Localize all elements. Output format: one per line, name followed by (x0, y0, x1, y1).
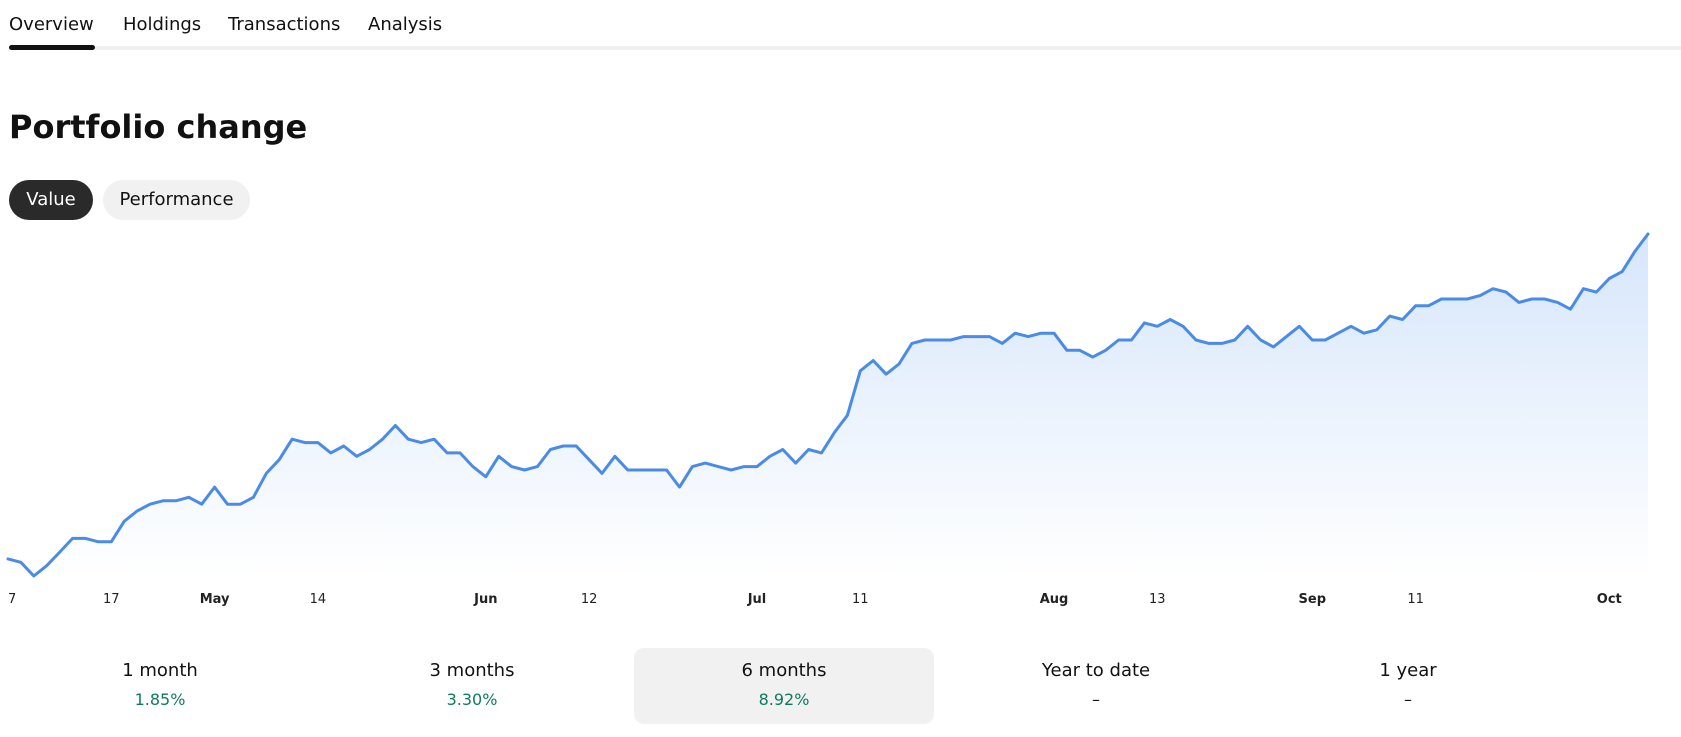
x-axis-tick-label: May (200, 592, 230, 607)
chart-area-fill (8, 234, 1648, 577)
performance-toggle-button[interactable]: Performance (103, 180, 250, 220)
period-1-month[interactable]: 1 month 1.85% (10, 648, 310, 724)
period-change-value: 3.30% (446, 690, 498, 709)
x-axis-tick-label: 17 (103, 592, 120, 607)
portfolio-value-chart: 7 17 May 14 Jun 12 Jul 11 Aug 13 Sep 11 Oct (6, 232, 1650, 607)
x-axis-tick-label: Oct (1597, 592, 1622, 607)
x-axis-tick-label: Jul (747, 592, 767, 607)
page-title: Portfolio change (9, 108, 308, 146)
period-label: 1 month (122, 660, 198, 681)
chart-series-line (6, 232, 1650, 578)
x-axis-tick-label: 11 (852, 592, 869, 607)
period-change-value: 1.85% (134, 690, 186, 709)
x-axis-tick-label: 14 (310, 592, 327, 607)
tab-analysis[interactable]: Analysis (368, 14, 443, 35)
period-change-value: – (1092, 690, 1100, 709)
period-label: 6 months (741, 660, 827, 681)
tab-transactions[interactable]: Transactions (228, 14, 341, 35)
x-axis-tick-label: Aug (1040, 592, 1069, 607)
tab-bar-divider (9, 46, 1681, 50)
active-tab-indicator (9, 45, 95, 50)
period-3-months[interactable]: 3 months 3.30% (322, 648, 622, 724)
x-axis-tick-label: Jun (473, 592, 497, 607)
tab-overview[interactable]: Overview (9, 14, 94, 35)
tab-holdings[interactable]: Holdings (123, 14, 202, 35)
period-label: 3 months (429, 660, 515, 681)
period-label: Year to date (1041, 660, 1151, 681)
x-axis-tick-label: 12 (581, 592, 598, 607)
x-axis-tick-label: 7 (8, 592, 16, 607)
period-6-months[interactable]: 6 months 8.92% (634, 648, 934, 724)
period-change-value: 8.92% (758, 690, 810, 709)
value-toggle-button[interactable]: Value (9, 180, 93, 220)
period-change-value: – (1404, 690, 1412, 709)
period-1-year[interactable]: 1 year – (1258, 648, 1558, 724)
period-year-to-date[interactable]: Year to date – (946, 648, 1246, 724)
x-axis-tick-label: 13 (1149, 592, 1166, 607)
x-axis-tick-label: 11 (1407, 592, 1424, 607)
tab-bar: Overview Holdings Transactions Analysis (9, 0, 1681, 51)
x-axis-tick-label: Sep (1299, 592, 1327, 607)
period-label: 1 year (1379, 660, 1437, 681)
